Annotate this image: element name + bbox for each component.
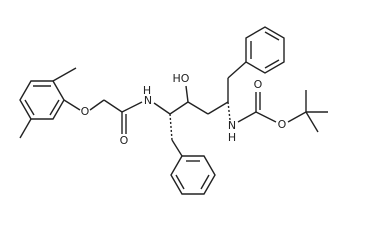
methyl bbox=[52, 67, 77, 82]
bond bbox=[121, 101, 143, 113]
methyl bbox=[19, 118, 32, 139]
atom-label: O bbox=[254, 78, 263, 91]
atom-label: N bbox=[228, 119, 236, 132]
atom-label: H bbox=[143, 84, 151, 97]
atom-label: N bbox=[144, 94, 152, 107]
bond bbox=[89, 99, 105, 111]
bond bbox=[169, 101, 189, 115]
bond bbox=[264, 59, 280, 69]
atom-label: O bbox=[278, 118, 287, 131]
ring bbox=[170, 155, 216, 195]
bond bbox=[187, 101, 209, 115]
bond bbox=[153, 102, 171, 115]
bond bbox=[175, 174, 185, 190]
bond bbox=[255, 111, 277, 123]
bond bbox=[227, 61, 247, 79]
bond bbox=[237, 111, 257, 123]
bond bbox=[185, 85, 189, 103]
atom-label: O bbox=[81, 105, 90, 118]
bond bbox=[227, 101, 231, 121]
molecule: O O N H HO N H O O bbox=[19, 26, 328, 195]
bond bbox=[103, 99, 123, 113]
atom-labels: O O N H HO N H O O bbox=[81, 72, 287, 147]
bond bbox=[264, 31, 280, 41]
bond bbox=[169, 113, 173, 141]
ring bbox=[245, 26, 285, 74]
bond bbox=[171, 139, 183, 157]
bond bbox=[24, 99, 35, 116]
atom-label: O bbox=[120, 134, 129, 147]
atom-label: HO bbox=[173, 72, 190, 85]
bond bbox=[200, 174, 210, 190]
bond bbox=[63, 99, 81, 111]
bonds bbox=[19, 26, 328, 195]
bond bbox=[207, 101, 229, 115]
atom-label: H bbox=[228, 131, 236, 144]
methyl bbox=[305, 111, 319, 133]
bond bbox=[49, 99, 60, 116]
bond bbox=[287, 111, 307, 123]
